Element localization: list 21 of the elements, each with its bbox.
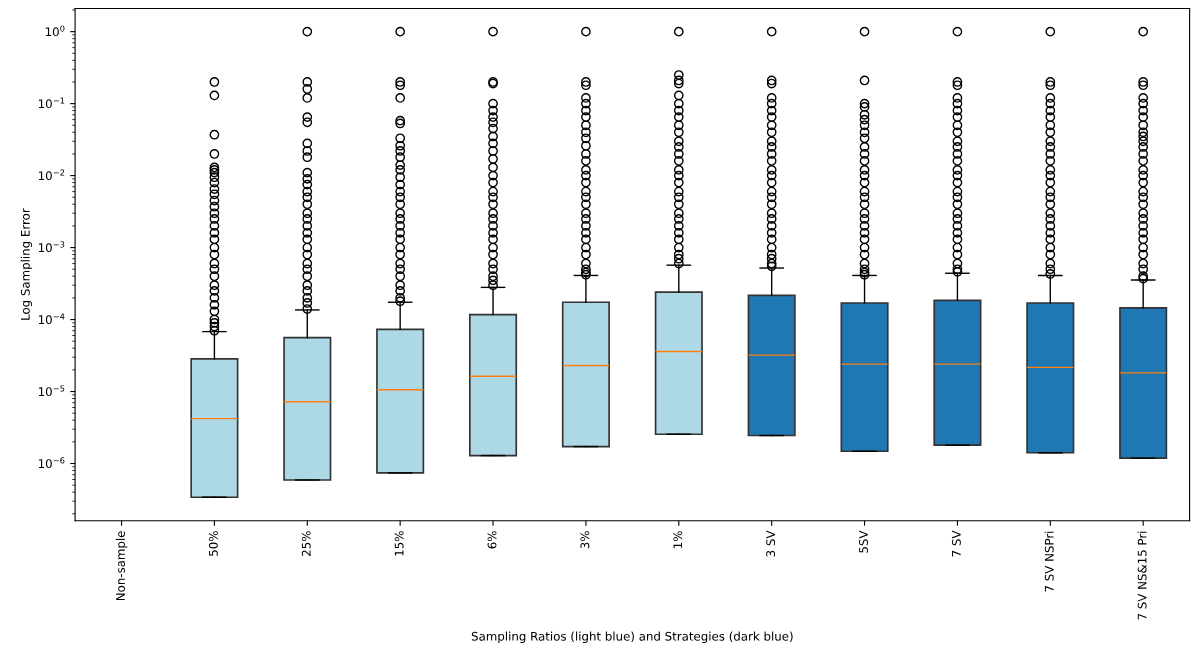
y-tick-label: 10$^{−4}$ (38, 313, 65, 325)
x-axis-title: Sampling Ratios (light blue) and Strategies (dark blue) (471, 631, 793, 643)
x-tick-label: 5SV (859, 530, 868, 553)
y-tick-label: 10$^{−5}$ (38, 385, 65, 397)
x-tick-label: 7 SV NS&15 Pri (1137, 531, 1147, 620)
x-tick-label: 25% (301, 531, 311, 556)
x-tick-label: 7 SV NSPri (1044, 531, 1054, 592)
y-tick-label: 10$^{−1}$ (38, 97, 65, 109)
x-tick-label: Non-sample (115, 531, 128, 601)
x-tick-label: 1% (673, 531, 683, 548)
y-tick-label: 10$^{−6}$ (38, 457, 65, 469)
y-tick-label: 10$^{−2}$ (38, 169, 65, 181)
x-tick-label: 6% (487, 531, 497, 549)
x-tick-label: 7 SV (951, 530, 961, 557)
y-tick-label: 10$^{−3}$ (38, 241, 65, 253)
x-tick-label: 15% (394, 531, 404, 556)
x-tick-label: 3% (580, 531, 590, 549)
y-axis-title: Log Sampling Error (20, 208, 33, 320)
x-tick-label: 50% (208, 531, 218, 556)
y-tick-label: 10$^{0}$ (45, 25, 65, 37)
x-tick-label: 3 SV (766, 530, 776, 557)
